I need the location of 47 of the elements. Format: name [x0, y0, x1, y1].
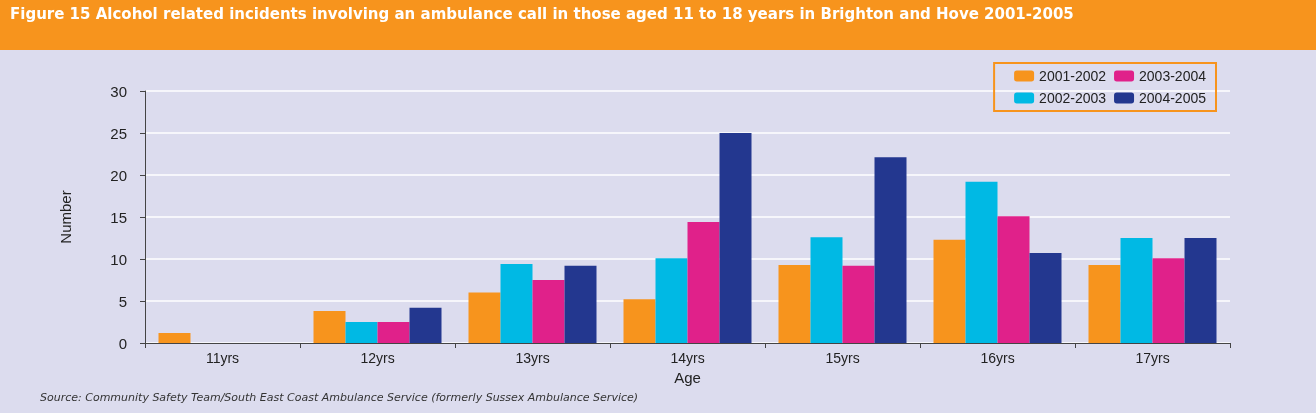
bar [933, 239, 966, 343]
bar [810, 237, 843, 343]
legend-label: 2003-2004 [1139, 68, 1207, 84]
bar [997, 216, 1030, 343]
x-tick-label: 12yrs [360, 350, 395, 366]
source-note: Source: Community Safety Team/South East Coast Ambulance Service (formerly Sussex Ambulance Service) [39, 391, 640, 404]
x-tick-label: 17yrs [1135, 350, 1170, 366]
y-tick-label: 5 [118, 292, 127, 310]
x-tick-label: 14yrs [670, 350, 705, 366]
legend-label: 2001-2002 [1039, 68, 1107, 84]
bar [1088, 264, 1121, 343]
x-axis-title: Age [674, 368, 701, 386]
y-tick-label: 0 [118, 334, 127, 352]
bar [687, 222, 720, 343]
bar [313, 311, 346, 343]
legend-label: 2004-2005 [1139, 90, 1207, 106]
bar [1120, 238, 1153, 343]
bar [468, 292, 501, 343]
bar [719, 133, 752, 343]
x-tick-label: 11yrs [205, 350, 240, 366]
bar [842, 265, 875, 343]
bar [1152, 258, 1185, 343]
y-tick-label: 30 [110, 82, 127, 100]
bar [409, 307, 442, 343]
chart-title: Figure 15 Alcohol related incidents involving an ambulance call in those aged 11 to 18 years in Brighton and Hove 2001-2005 [0, 0, 1316, 50]
x-tick-label: 13yrs [515, 350, 550, 366]
bar [1029, 253, 1062, 343]
y-tick-label: 25 [110, 124, 127, 142]
bar [623, 299, 656, 343]
bar [345, 322, 378, 343]
bar [1184, 238, 1217, 343]
bar [500, 264, 533, 343]
bar [377, 322, 410, 343]
bar [564, 265, 597, 343]
y-tick-label: 10 [110, 250, 127, 268]
y-tick-label: 20 [110, 166, 127, 184]
bar [965, 181, 998, 343]
y-axis-title: Number [57, 190, 74, 244]
bar [532, 280, 565, 343]
bar [874, 157, 907, 343]
x-tick-label: 16yrs [980, 350, 1015, 366]
bar [778, 264, 811, 343]
bar [158, 332, 191, 343]
x-tick-label: 15yrs [825, 350, 860, 366]
bar [655, 258, 688, 343]
legend-label: 2002-2003 [1039, 90, 1107, 106]
y-tick-label: 15 [110, 208, 127, 226]
